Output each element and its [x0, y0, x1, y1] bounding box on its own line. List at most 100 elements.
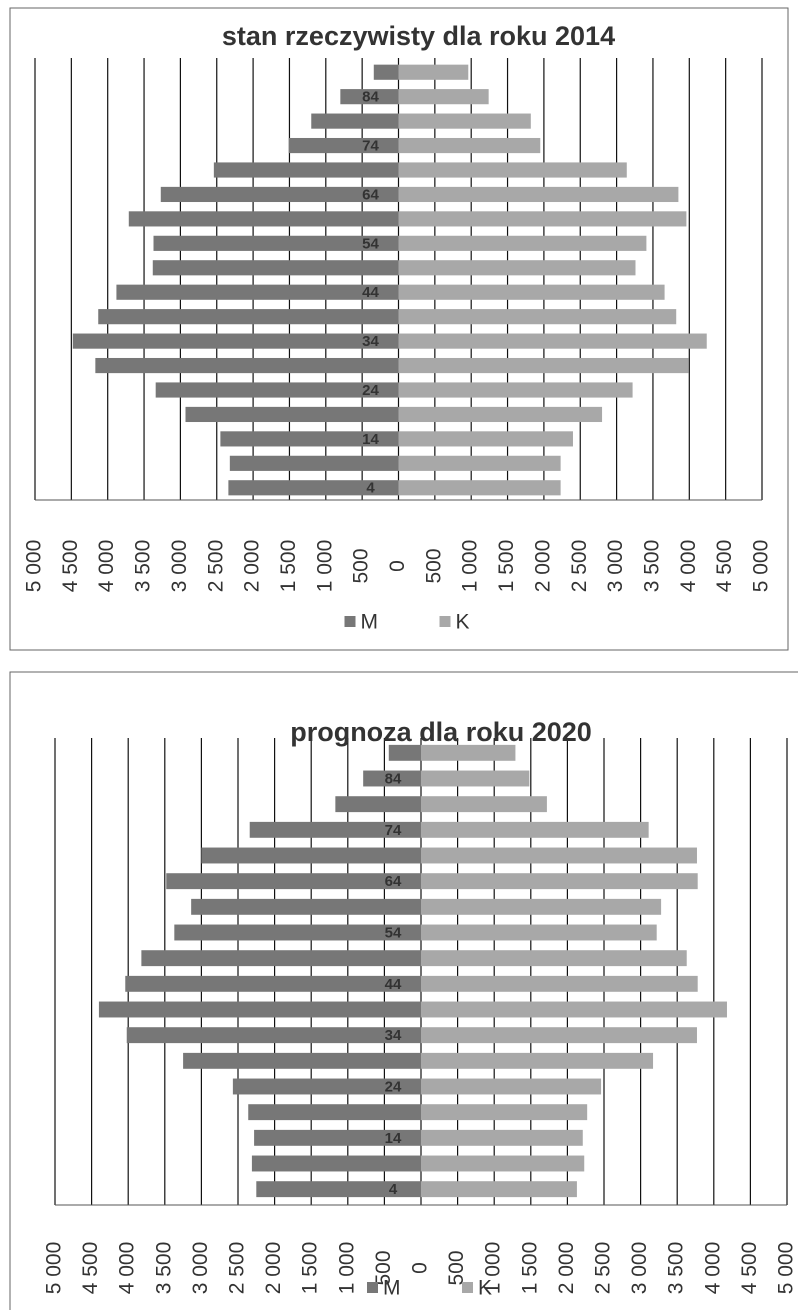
x-tick-label: 3 000 [628, 1242, 651, 1295]
legend-label: M [383, 1277, 401, 1300]
x-tick-label: 2 000 [555, 1242, 578, 1295]
bar [128, 211, 399, 227]
x-tick-label: 3 000 [168, 540, 191, 593]
x-tick-label: 1 500 [299, 1242, 322, 1295]
x-tick-label: 0 [409, 1262, 432, 1274]
bar [421, 1129, 583, 1146]
bar [398, 137, 541, 154]
bar [398, 113, 531, 129]
bar [398, 235, 647, 251]
x-tick-label: 2 500 [204, 540, 227, 593]
category-label: 4 [366, 480, 375, 497]
bar [398, 186, 679, 203]
bar [229, 455, 399, 471]
bar [388, 744, 421, 761]
bar [421, 770, 530, 787]
legend-swatch [462, 1282, 473, 1293]
x-tick-label: 3 000 [604, 540, 627, 593]
x-tick-label: 0 [386, 560, 409, 572]
category-label: 54 [362, 235, 379, 252]
bar [373, 64, 399, 80]
bar [398, 89, 489, 105]
bar [421, 1078, 602, 1095]
x-tick-label: 1 000 [335, 1242, 358, 1295]
category-label: 24 [362, 382, 379, 399]
bar [185, 406, 399, 423]
legend-label: K [456, 611, 470, 634]
bar [398, 309, 677, 325]
bar [398, 431, 573, 447]
bar [98, 309, 399, 325]
bar [340, 89, 399, 105]
bar [160, 186, 399, 203]
category-label: 34 [362, 333, 379, 350]
bar [421, 1155, 585, 1172]
bar [288, 137, 399, 154]
bar [191, 898, 421, 915]
x-tick-label: 2 500 [592, 1242, 615, 1295]
bar [201, 847, 421, 864]
bar [248, 1104, 421, 1121]
bar [72, 333, 399, 349]
x-tick-label: 2 500 [568, 540, 591, 593]
x-tick-label: 5 000 [750, 540, 773, 593]
category-label: 64 [362, 186, 379, 203]
chart-frame [9, 671, 798, 1310]
bar [141, 950, 421, 967]
x-tick-label: 4 500 [713, 540, 736, 593]
bar [98, 1001, 422, 1018]
x-tick-label: 3 500 [640, 540, 663, 593]
x-tick-label: 3 500 [132, 540, 155, 593]
bar [152, 260, 399, 276]
category-label: 14 [385, 1130, 402, 1147]
x-tick-label: 4 500 [79, 1242, 102, 1295]
x-tick-label: 500 [445, 1250, 468, 1285]
x-tick-label: 1 500 [518, 1242, 541, 1295]
category-label: 34 [385, 1027, 402, 1044]
bar [421, 847, 697, 864]
x-tick-label: 1 500 [495, 540, 518, 593]
category-label: 84 [385, 770, 402, 787]
x-tick-label: 4 000 [95, 540, 118, 593]
chart-title: prognoza dla roku 2020 [290, 717, 592, 747]
bar [335, 796, 421, 813]
bar [398, 211, 687, 227]
legend-swatch [344, 616, 356, 627]
x-tick-label: 5 000 [23, 540, 46, 593]
legend-swatch [439, 616, 451, 627]
x-tick-label: 3 000 [189, 1242, 212, 1295]
bar [421, 1104, 588, 1121]
category-label: 44 [385, 976, 402, 993]
x-tick-label: 1 000 [459, 540, 482, 593]
category-label: 4 [389, 1181, 398, 1198]
bar [232, 1078, 421, 1095]
x-tick-label: 4 000 [116, 1242, 139, 1295]
bar [421, 1001, 727, 1018]
category-label: 74 [385, 822, 402, 839]
bar [421, 1181, 577, 1198]
category-label: 84 [362, 89, 379, 106]
x-tick-label: 500 [350, 548, 373, 583]
bar [228, 480, 399, 496]
bar [155, 382, 399, 398]
bar [183, 1052, 421, 1069]
bar [398, 406, 603, 423]
category-label: 64 [385, 873, 402, 890]
bar [174, 924, 421, 941]
x-tick-label: 3 500 [665, 1242, 688, 1295]
bar [398, 64, 469, 80]
bar [166, 873, 421, 890]
bar [398, 382, 633, 398]
bar [421, 873, 698, 890]
bar [256, 1181, 421, 1198]
bar [421, 950, 687, 967]
bar [398, 357, 689, 374]
x-tick-label: 2 000 [262, 1242, 285, 1295]
x-tick-label: 2 000 [241, 540, 264, 593]
legend-swatch [367, 1282, 378, 1293]
x-tick-label: 2 500 [226, 1242, 249, 1295]
x-tick-label: 4 500 [59, 540, 82, 593]
x-tick-label: 1 000 [313, 540, 336, 593]
bar [421, 1027, 697, 1044]
x-tick-label: 4 500 [738, 1242, 761, 1295]
